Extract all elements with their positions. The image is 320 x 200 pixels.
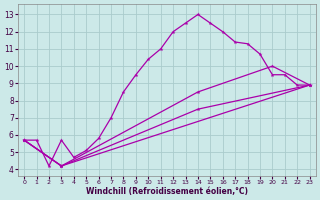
X-axis label: Windchill (Refroidissement éolien,°C): Windchill (Refroidissement éolien,°C) (86, 187, 248, 196)
